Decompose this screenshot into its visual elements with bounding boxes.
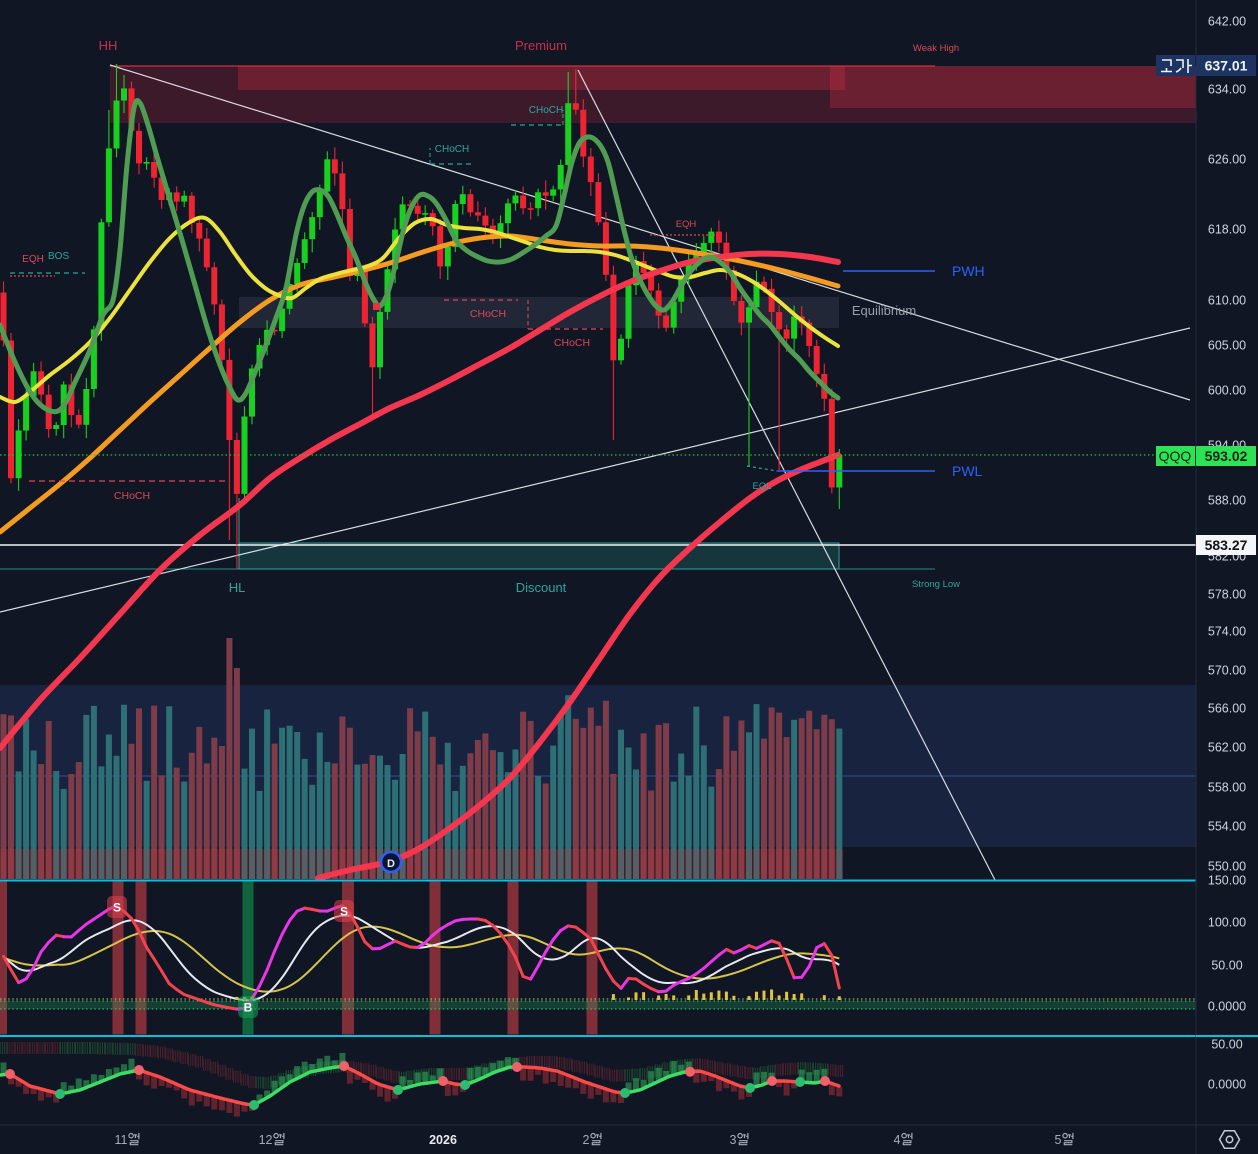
svg-text:637.01: 637.01 (1205, 58, 1248, 74)
svg-text:Weak High: Weak High (913, 43, 959, 54)
svg-text:578.00: 578.00 (1208, 588, 1246, 602)
svg-text:D: D (387, 858, 395, 870)
svg-text:100.00: 100.00 (1208, 916, 1246, 930)
svg-text:S: S (113, 901, 121, 915)
svg-text:PWH: PWH (952, 263, 985, 279)
svg-text:150.00: 150.00 (1208, 874, 1246, 888)
svg-text:593.02: 593.02 (1205, 448, 1248, 464)
svg-text:Strong Low: Strong Low (912, 579, 960, 590)
svg-text:600.00: 600.00 (1208, 384, 1246, 398)
svg-text:CHoCH: CHoCH (435, 144, 469, 155)
svg-text:583.27: 583.27 (1205, 537, 1248, 553)
svg-text:PWL: PWL (952, 463, 983, 479)
svg-text:626.00: 626.00 (1208, 153, 1246, 167)
svg-text:2: 2 (583, 1133, 590, 1147)
svg-text:554.00: 554.00 (1208, 820, 1246, 834)
svg-text:588.00: 588.00 (1208, 494, 1246, 508)
svg-text:550.00: 550.00 (1208, 860, 1246, 874)
svg-text:574.00: 574.00 (1208, 625, 1246, 639)
svg-text:12: 12 (259, 1133, 273, 1147)
svg-text:558.00: 558.00 (1208, 781, 1246, 795)
svg-text:642.00: 642.00 (1208, 15, 1246, 29)
svg-text:5: 5 (1055, 1133, 1062, 1147)
svg-text:CHoCH: CHoCH (554, 337, 590, 349)
svg-text:Premium: Premium (515, 38, 567, 53)
svg-text:Discount: Discount (516, 580, 567, 595)
svg-text:570.00: 570.00 (1208, 664, 1246, 678)
svg-text:2026: 2026 (429, 1133, 457, 1147)
svg-text:B: B (244, 1001, 253, 1015)
svg-text:EQH: EQH (22, 254, 44, 265)
svg-text:S: S (340, 905, 348, 919)
svg-text:50.00: 50.00 (1211, 959, 1242, 973)
svg-text:4: 4 (894, 1133, 901, 1147)
svg-text:QQQ: QQQ (1159, 448, 1192, 464)
svg-text:618.00: 618.00 (1208, 223, 1246, 237)
svg-text:CHoCH: CHoCH (470, 308, 506, 320)
svg-text:634.00: 634.00 (1208, 83, 1246, 97)
svg-text:Equilibrium: Equilibrium (852, 303, 916, 318)
svg-text:610.00: 610.00 (1208, 294, 1246, 308)
svg-text:50.00: 50.00 (1211, 1038, 1242, 1052)
svg-text:562.00: 562.00 (1208, 741, 1246, 755)
svg-text:BOS: BOS (48, 251, 69, 262)
svg-text:EQH: EQH (676, 219, 697, 230)
svg-text:HH: HH (99, 38, 118, 53)
svg-text:3: 3 (730, 1133, 737, 1147)
svg-text:CHoCH: CHoCH (114, 490, 150, 502)
svg-text:566.00: 566.00 (1208, 702, 1246, 716)
svg-text:CHoCH: CHoCH (529, 105, 563, 116)
svg-text:0.0000: 0.0000 (1208, 1000, 1246, 1014)
svg-text:HL: HL (229, 580, 246, 595)
svg-text:11: 11 (115, 1133, 128, 1147)
svg-text:EQL: EQL (752, 481, 771, 492)
svg-text:0.0000: 0.0000 (1208, 1078, 1246, 1092)
svg-text:605.00: 605.00 (1208, 339, 1246, 353)
